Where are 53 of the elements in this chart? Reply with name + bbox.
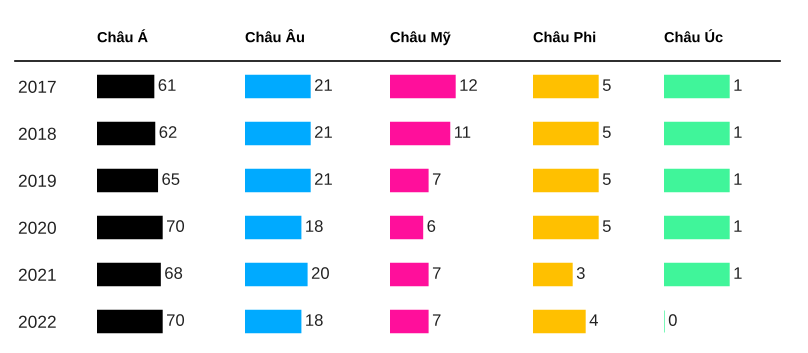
data-label: 5 bbox=[602, 126, 611, 138]
chart-title: Châu Mỹ bbox=[390, 31, 451, 46]
data-label: 21 bbox=[315, 126, 332, 138]
data-label: 68 bbox=[165, 267, 182, 279]
chart-title: Châu Phi bbox=[534, 31, 596, 42]
data-label: 7 bbox=[432, 267, 441, 279]
bar bbox=[390, 216, 424, 240]
bar bbox=[97, 262, 161, 286]
data-label: 1 bbox=[734, 267, 742, 279]
data-label: 7 bbox=[432, 314, 441, 326]
bar bbox=[97, 216, 163, 240]
data-label: 62 bbox=[160, 126, 176, 138]
y-tick-label: 2017 bbox=[18, 80, 56, 93]
y-tick-label: 2019 bbox=[18, 174, 56, 187]
chart-title: Châu Âu bbox=[246, 29, 304, 42]
data-label: 5 bbox=[602, 220, 611, 232]
y-tick-label: 2018 bbox=[18, 128, 56, 140]
data-label: 1 bbox=[734, 126, 742, 138]
data-label: 21 bbox=[315, 79, 332, 91]
data-label: 18 bbox=[306, 220, 323, 232]
y-tick-label: 2021 bbox=[18, 268, 56, 281]
bar bbox=[97, 168, 158, 192]
y-tick-label: 2022 bbox=[18, 316, 56, 328]
data-label: 70 bbox=[167, 314, 184, 326]
bar bbox=[390, 262, 429, 286]
y-tick-label: 2020 bbox=[18, 222, 56, 234]
data-label: 3 bbox=[576, 267, 585, 279]
data-label: 1 bbox=[734, 79, 742, 91]
bar bbox=[390, 74, 456, 98]
bar bbox=[97, 310, 163, 334]
data-label: 61 bbox=[158, 79, 176, 91]
data-label: 1 bbox=[734, 220, 742, 232]
data-label: 20 bbox=[312, 267, 329, 279]
data-label: 12 bbox=[460, 79, 477, 91]
data-label: 70 bbox=[167, 220, 184, 232]
chart-title: Châu Úc bbox=[664, 29, 723, 42]
chart-title: Châu Á bbox=[98, 29, 148, 42]
data-label: 7 bbox=[432, 173, 441, 185]
bar bbox=[97, 122, 156, 146]
data-label: 21 bbox=[315, 173, 332, 185]
bar bbox=[390, 310, 429, 334]
bar bbox=[97, 74, 154, 98]
data-label: 4 bbox=[590, 314, 598, 326]
data-label: 0 bbox=[668, 314, 677, 326]
data-label: 6 bbox=[428, 220, 436, 232]
data-label: 65 bbox=[162, 173, 180, 185]
bar bbox=[390, 168, 429, 192]
data-label: 5 bbox=[602, 79, 611, 91]
data-label: 1 bbox=[734, 173, 742, 185]
data-label: 5 bbox=[602, 173, 611, 185]
data-label: 18 bbox=[306, 314, 323, 326]
data-label: 11 bbox=[455, 126, 470, 138]
bar bbox=[390, 122, 450, 146]
